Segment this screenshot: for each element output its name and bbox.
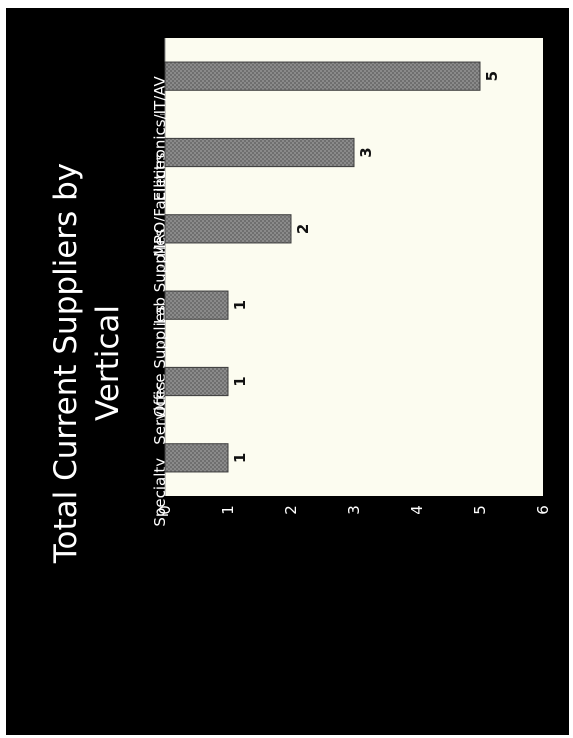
bar: [164, 366, 229, 397]
data-label: 5: [483, 71, 501, 81]
bar: [164, 137, 355, 168]
value-tick-label: 3: [345, 505, 363, 515]
value-tick-label: 5: [471, 505, 489, 515]
chart-title-line-2: Vertical: [90, 305, 126, 421]
category-label: Specialty: [151, 458, 169, 527]
value-tick-label: 0: [156, 505, 174, 515]
chart-title-line-1: Total Current Suppliers by: [48, 163, 84, 564]
bar: [164, 214, 292, 244]
bars: [164, 61, 481, 473]
value-tick-label: 2: [282, 505, 300, 515]
value-tick-label: 6: [534, 505, 552, 515]
bar: [164, 443, 229, 473]
chart-rotated-layer: Total Current Suppliers by Vertical Spec…: [48, 38, 552, 564]
value-tick-labels: 0 1 2 3 4 5 6: [156, 505, 552, 515]
bar: [164, 290, 229, 320]
value-tick-label: 1: [219, 505, 237, 515]
data-label: 1: [231, 376, 249, 386]
value-tick-label: 4: [408, 505, 426, 515]
bar: [164, 61, 481, 91]
data-label: 1: [231, 300, 249, 310]
category-label: Services: [151, 381, 169, 444]
data-label: 2: [294, 224, 312, 234]
data-labels: 1 1 1 2 3 5: [231, 71, 501, 463]
data-label: 3: [357, 147, 375, 157]
plot-area: [165, 38, 543, 496]
category-label: Electronics/IT/AV: [151, 75, 169, 201]
data-label: 1: [231, 453, 249, 463]
